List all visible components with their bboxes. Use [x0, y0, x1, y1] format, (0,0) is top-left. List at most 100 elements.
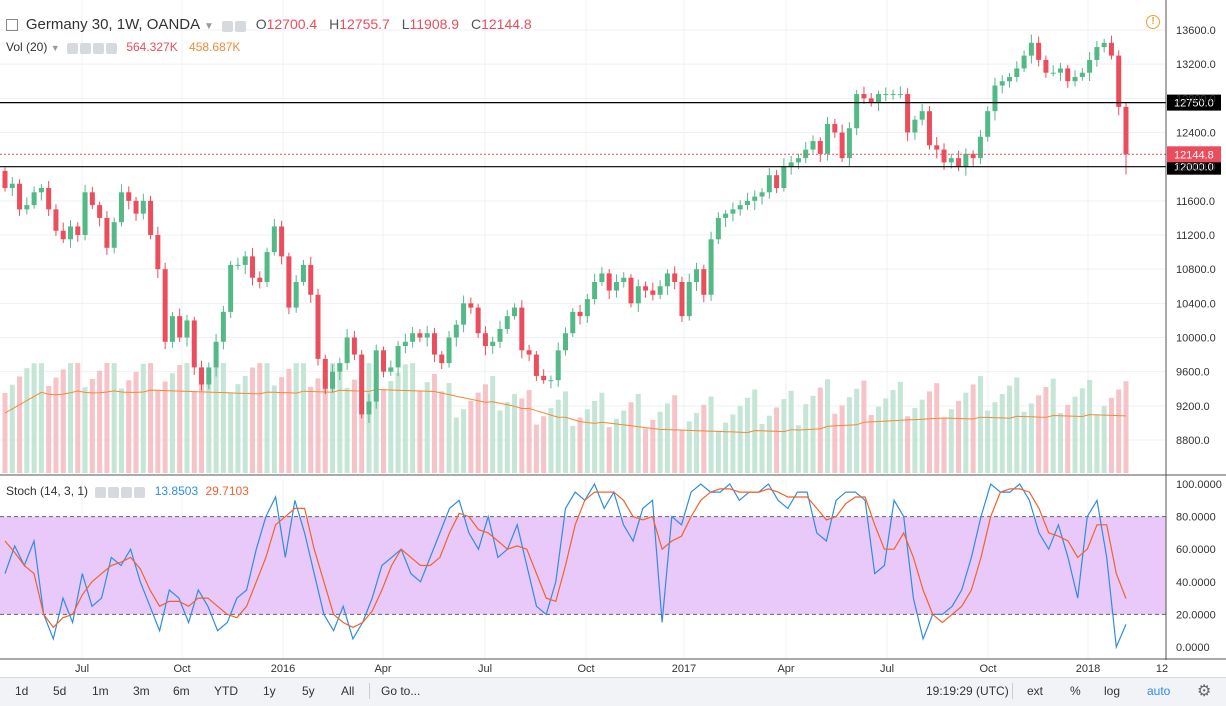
candle-body — [1007, 76, 1013, 82]
open-value: 12700.4 — [266, 16, 318, 32]
stoch-d-value: 29.7103 — [205, 484, 249, 498]
volume-bar — [184, 363, 190, 473]
candle-body — [366, 401, 372, 415]
volume-bar — [985, 410, 991, 473]
candle-body — [126, 192, 132, 201]
clock-time[interactable]: 19:19:29 (UTC) — [926, 684, 1009, 698]
volume-bar — [956, 400, 962, 473]
range-ytd[interactable]: YTD — [214, 684, 238, 698]
candle-body — [482, 333, 488, 347]
alert-icon[interactable]: ! — [1146, 15, 1160, 29]
legend-buttons[interactable] — [221, 17, 248, 33]
candle-body — [46, 188, 52, 210]
range-5d[interactable]: 5d — [53, 684, 67, 698]
auto-toggle[interactable]: auto — [1147, 684, 1171, 698]
percent-toggle[interactable]: % — [1070, 684, 1081, 698]
ext-toggle[interactable]: ext — [1027, 684, 1044, 698]
volume-legend-buttons[interactable] — [66, 41, 119, 55]
collapse-icon[interactable] — [6, 19, 18, 32]
candle-body — [31, 192, 37, 206]
volume-bar — [657, 411, 663, 473]
goto-button[interactable]: Go to... — [381, 684, 421, 698]
candle-body — [461, 303, 467, 325]
gear-icon[interactable]: ⚙ — [1197, 683, 1212, 700]
price-tick-label: 9200.0 — [1176, 401, 1210, 413]
candle-body — [533, 354, 539, 376]
level-label: 12750.0 — [1174, 98, 1214, 110]
close-icon — [134, 487, 146, 499]
range-1d[interactable]: 1d — [15, 684, 29, 698]
volume-bar — [752, 389, 758, 473]
candle-body — [373, 350, 379, 402]
range-1m[interactable]: 1m — [92, 684, 109, 698]
open-label: O — [255, 16, 267, 32]
candle-body — [75, 226, 81, 235]
volume-bar — [97, 370, 103, 473]
volume-legend-label[interactable]: Vol (20) — [6, 40, 48, 54]
volume-bar — [395, 372, 401, 473]
stoch-legend-buttons[interactable] — [95, 485, 147, 499]
range-6m[interactable]: 6m — [173, 684, 190, 698]
candle-body — [184, 320, 190, 338]
close-icon — [105, 43, 117, 55]
volume-bar — [788, 390, 794, 473]
level-label: 12000.0 — [1174, 162, 1214, 174]
volume-bar — [402, 364, 408, 473]
dropdown-icon[interactable]: ▼ — [50, 43, 60, 53]
volume-bar — [555, 399, 561, 473]
price-tick-label: 8800.0 — [1176, 435, 1210, 447]
candle-body — [926, 111, 932, 146]
candle-body — [140, 200, 146, 214]
candle-body — [883, 94, 889, 96]
volume-bar — [46, 386, 52, 473]
candle-body — [679, 281, 685, 317]
symbol-title[interactable]: Germany 30, 1W, OANDA — [25, 16, 201, 33]
volume-bar — [708, 396, 714, 473]
candle-body — [592, 281, 598, 300]
volume-bar — [541, 416, 547, 473]
candle-body — [337, 363, 343, 372]
candle-body — [410, 333, 416, 342]
stoch-legend: Stoch (14, 3, 1) 13.8503 29.7103 — [6, 484, 249, 499]
volume-bar — [497, 410, 503, 473]
candle-body — [846, 128, 852, 159]
candle-body — [861, 94, 867, 99]
volume-bar — [766, 415, 772, 473]
candle-body — [249, 256, 255, 278]
volume-bar — [810, 395, 816, 473]
volume-bar — [1050, 378, 1056, 473]
volume-value-1: 564.327K — [126, 40, 178, 54]
candle-body — [999, 81, 1005, 86]
volume-bar — [948, 409, 954, 473]
price-tick-label: 11600.0 — [1176, 196, 1215, 208]
divider — [369, 683, 370, 699]
volume-bar — [730, 414, 736, 473]
volume-bar — [235, 384, 241, 473]
candle-body — [621, 277, 627, 282]
range-5y[interactable]: 5y — [302, 684, 315, 698]
candle-body — [832, 123, 838, 133]
range-1y[interactable]: 1y — [263, 684, 276, 698]
stoch-legend-label[interactable]: Stoch (14, 3, 1) — [6, 484, 89, 498]
dropdown-icon[interactable]: ▼ — [204, 21, 214, 32]
log-toggle[interactable]: log — [1104, 684, 1121, 698]
volume-bar — [643, 428, 649, 473]
range-all[interactable]: All — [341, 684, 355, 698]
volume-bar — [781, 399, 787, 473]
volume-bar — [795, 425, 801, 473]
volume-bar — [817, 387, 823, 473]
candle-body — [286, 256, 292, 308]
candle-body — [839, 132, 845, 159]
candle-body — [512, 307, 518, 317]
axes: 13600.0 13200.0 12800.0 12400.0 12000.0 11600… — [0, 0, 1226, 675]
candle-body — [759, 192, 765, 197]
candle-body — [118, 192, 124, 223]
volume-bar — [759, 423, 765, 473]
volume-bar — [330, 363, 336, 473]
range-3m[interactable]: 3m — [133, 684, 150, 698]
volume-bar — [737, 406, 743, 473]
candle-body — [9, 183, 15, 189]
candle-body — [381, 350, 387, 372]
candle-body — [752, 196, 758, 201]
